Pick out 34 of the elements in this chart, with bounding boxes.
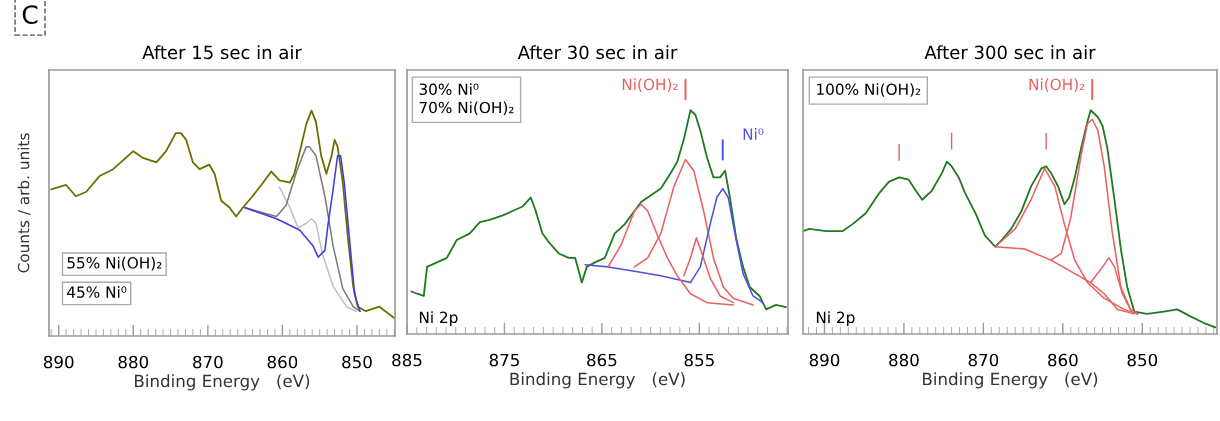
text: C <box>22 5 38 25</box>
text: 100% Ni(OH)₂ <box>817 83 921 97</box>
annotation: 55% Ni(OH)₂ <box>67 256 162 271</box>
annotation: 30% Ni⁰ 70% Ni(OH)₂ <box>419 83 514 116</box>
x-axis-title: Binding Energy (eV) <box>510 372 685 389</box>
x-tick-label: 860 <box>1048 353 1078 367</box>
chart-title: After 300 sec in air <box>924 45 1096 60</box>
annotation: Ni 2p <box>816 311 855 327</box>
x-tick-label: 870 <box>968 353 999 367</box>
y-axis-title: Counts / arb. units <box>17 133 31 273</box>
annotation: Ni 2p <box>419 311 458 327</box>
x-tick-label: 860 <box>267 355 298 369</box>
x-axis-title: Binding Energy (eV) <box>135 374 310 391</box>
x-axis-title: Binding Energy (eV) <box>923 372 1098 389</box>
annotation: 45% Ni⁰ <box>67 286 127 298</box>
chart-title: After 30 sec in air <box>517 45 678 60</box>
x-tick-label: 885 <box>392 353 422 367</box>
x-tick-label: 880 <box>118 355 149 369</box>
x-tick-label: 890 <box>809 353 840 367</box>
annotation: | <box>1045 132 1047 150</box>
x-tick-label: 875 <box>489 353 519 367</box>
x-tick-label: 880 <box>889 353 919 367</box>
x-tick-label: 870 <box>193 355 223 369</box>
x-tick-label: 850 <box>1127 353 1158 367</box>
text: Ni⁰ <box>743 128 764 140</box>
x-tick-label: 865 <box>587 353 617 367</box>
legend-label: Ni(OH)₂ <box>622 78 678 92</box>
annotation: | <box>950 132 953 150</box>
legend-label: Ni(OH)₂ <box>1029 78 1085 92</box>
x-tick-label: 890 <box>43 355 74 369</box>
x-tick-label: 855 <box>684 353 714 367</box>
annotation: | <box>898 144 900 161</box>
x-tick-label: 850 <box>342 355 372 369</box>
chart-title: After 15 sec in air <box>142 45 302 60</box>
